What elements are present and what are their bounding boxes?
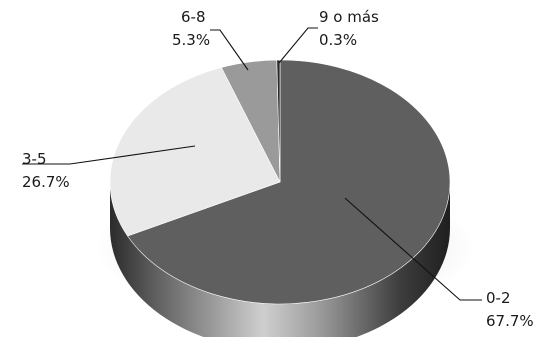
pie-slice-0-2 bbox=[127, 59, 451, 305]
slice-label-6-8: 6-8 5.3% bbox=[172, 8, 210, 49]
leader-line-0-2 bbox=[344, 197, 482, 301]
leader-lines bbox=[22, 27, 482, 301]
leader-line-9-o-mas bbox=[278, 27, 318, 64]
slice-percent-label: 67.7% bbox=[486, 312, 534, 330]
slice-category-label: 0-2 bbox=[486, 289, 511, 307]
slice-category-label: 9 o más bbox=[319, 8, 379, 26]
slice-label-3-5: 3-5 26.7% bbox=[22, 150, 70, 191]
pie-rim bbox=[110, 182, 450, 337]
slice-percent-label: 26.7% bbox=[22, 173, 70, 191]
leader-line-6-8 bbox=[210, 29, 249, 71]
slice-category-label: 6-8 bbox=[181, 8, 206, 26]
slice-label-0-2: 0-2 67.7% bbox=[486, 289, 534, 330]
slice-percent-label: 5.3% bbox=[172, 31, 210, 49]
slice-category-label: 3-5 bbox=[22, 150, 47, 168]
pie-slice-9-o-mas bbox=[276, 59, 281, 183]
slice-label-9-o-mas: 9 o más 0.3% bbox=[319, 8, 379, 49]
leader-line-3-5 bbox=[22, 145, 196, 165]
pie-slice-3-5 bbox=[109, 67, 281, 237]
pie-slices bbox=[109, 59, 451, 305]
slice-percent-label: 0.3% bbox=[319, 31, 357, 49]
